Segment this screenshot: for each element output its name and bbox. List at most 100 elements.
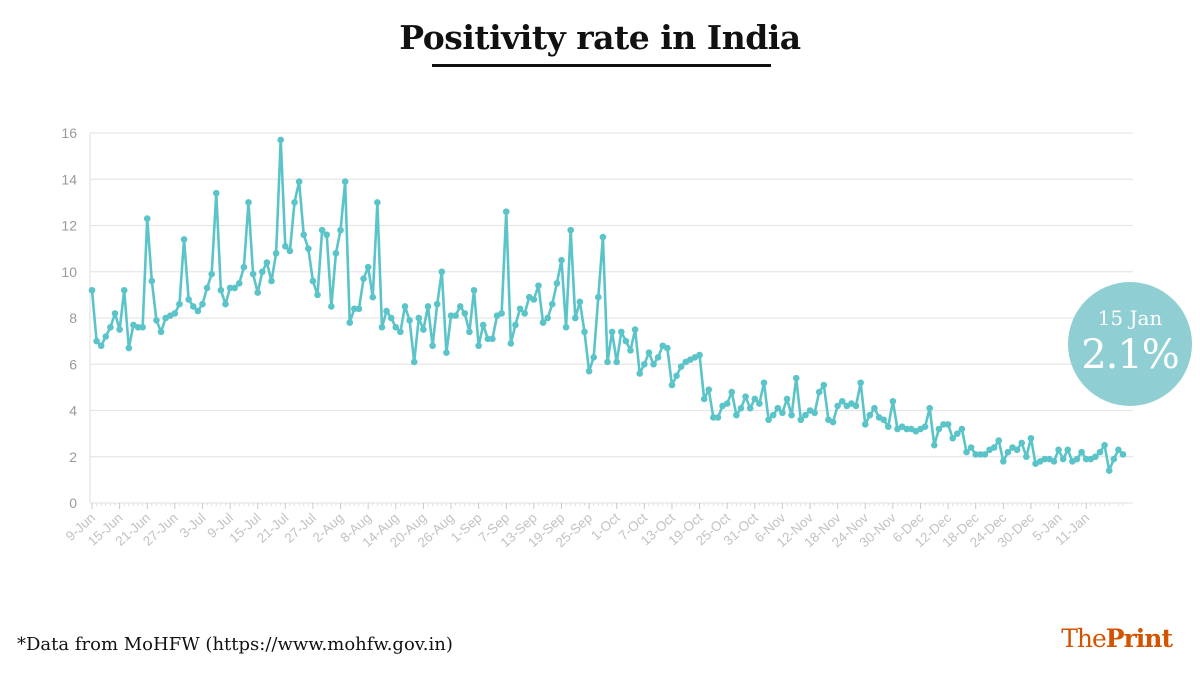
data-point bbox=[157, 328, 165, 336]
data-point bbox=[97, 342, 105, 350]
data-point bbox=[852, 402, 860, 410]
data-point bbox=[1096, 448, 1104, 456]
data-point bbox=[323, 231, 331, 239]
data-point bbox=[636, 370, 644, 377]
series-line bbox=[90, 138, 1124, 472]
data-point bbox=[1018, 439, 1026, 447]
data-point bbox=[176, 300, 183, 308]
data-point bbox=[134, 323, 142, 331]
y-tick-label: 2 bbox=[69, 449, 77, 465]
data-point bbox=[871, 404, 878, 412]
data-point bbox=[1059, 455, 1067, 463]
data-point bbox=[746, 404, 754, 412]
data-point bbox=[645, 349, 653, 356]
data-point bbox=[208, 270, 215, 278]
data-point bbox=[742, 393, 749, 400]
data-point bbox=[521, 310, 528, 317]
data-point bbox=[930, 441, 938, 449]
data-point bbox=[1119, 451, 1127, 458]
x-tick-label: 2-Aug bbox=[310, 510, 347, 545]
data-point bbox=[397, 328, 404, 336]
y-axis-ticks: 0 2 4 6 8 10 12 14 16 bbox=[61, 125, 77, 511]
brand-logo: ThePrint bbox=[1061, 624, 1173, 653]
data-point bbox=[305, 245, 312, 252]
data-point bbox=[387, 314, 395, 322]
data-point bbox=[351, 305, 358, 313]
data-point bbox=[728, 388, 736, 396]
data-point bbox=[977, 451, 984, 458]
data-point bbox=[838, 397, 846, 405]
data-point bbox=[452, 312, 459, 319]
data-point bbox=[673, 372, 680, 380]
data-point bbox=[972, 451, 980, 458]
series-group bbox=[88, 136, 1127, 474]
data-point bbox=[212, 189, 220, 197]
data-point bbox=[654, 354, 662, 361]
y-tick-label: 12 bbox=[61, 218, 77, 234]
data-point bbox=[783, 395, 791, 403]
data-point bbox=[139, 323, 146, 331]
data-point bbox=[608, 328, 616, 336]
data-point bbox=[995, 437, 1003, 444]
x-tick-label: 1-Oct bbox=[588, 510, 623, 543]
data-point bbox=[733, 411, 740, 419]
data-point bbox=[415, 314, 423, 322]
data-point bbox=[558, 256, 565, 264]
data-point bbox=[820, 381, 828, 389]
data-point bbox=[507, 340, 515, 347]
data-point bbox=[756, 400, 763, 407]
data-point bbox=[1092, 453, 1099, 461]
data-point bbox=[769, 411, 777, 419]
data-point bbox=[834, 402, 841, 410]
data-point bbox=[1064, 446, 1072, 454]
callout-value: 2.1% bbox=[1081, 332, 1180, 378]
data-point bbox=[369, 293, 377, 301]
data-point bbox=[226, 284, 234, 292]
data-point bbox=[378, 323, 386, 331]
data-point bbox=[884, 423, 892, 430]
data-point bbox=[802, 411, 809, 419]
data-point bbox=[880, 416, 887, 424]
data-point bbox=[475, 342, 482, 350]
source-footnote: *Data from MoHFW (https://www.mohfw.gov.… bbox=[17, 634, 453, 655]
y-tick-label: 0 bbox=[69, 495, 77, 511]
brand-the: The bbox=[1061, 624, 1107, 653]
x-tick-label: 27-Jul bbox=[282, 510, 319, 546]
data-point bbox=[618, 328, 625, 336]
y-tick-label: 10 bbox=[61, 264, 77, 280]
data-point bbox=[1078, 448, 1085, 456]
data-point bbox=[857, 379, 864, 387]
data-point bbox=[921, 423, 929, 430]
data-point bbox=[1041, 455, 1049, 463]
data-point bbox=[268, 277, 275, 285]
y-tick-label: 6 bbox=[69, 356, 77, 372]
data-point bbox=[484, 335, 492, 343]
data-point bbox=[774, 404, 782, 412]
data-point bbox=[613, 358, 621, 366]
data-point bbox=[958, 425, 966, 433]
data-point bbox=[944, 421, 952, 428]
data-point bbox=[539, 319, 547, 326]
data-point bbox=[797, 416, 805, 424]
data-point bbox=[562, 323, 570, 331]
y-tick-label: 14 bbox=[61, 171, 77, 187]
data-point bbox=[125, 344, 133, 352]
data-point bbox=[737, 404, 745, 412]
data-point bbox=[498, 310, 505, 317]
latest-value-callout: 15 Jan 2.1% bbox=[1068, 282, 1192, 406]
data-point bbox=[332, 249, 340, 257]
data-point bbox=[1013, 446, 1021, 454]
data-point bbox=[295, 178, 303, 185]
x-axis-ticks: 9-Jun15-Jun21-Jun27-Jun3-Jul9-Jul15-Jul2… bbox=[63, 503, 1124, 550]
data-point bbox=[433, 300, 441, 308]
data-point bbox=[631, 326, 639, 333]
data-point bbox=[512, 321, 519, 329]
data-point bbox=[143, 215, 151, 222]
data-point bbox=[171, 310, 179, 317]
data-point bbox=[751, 395, 759, 403]
data-point bbox=[1023, 453, 1030, 461]
chart-title: Positivity rate in India bbox=[399, 18, 801, 57]
data-point bbox=[1055, 446, 1062, 454]
data-point bbox=[604, 358, 611, 366]
data-point bbox=[1073, 455, 1081, 463]
